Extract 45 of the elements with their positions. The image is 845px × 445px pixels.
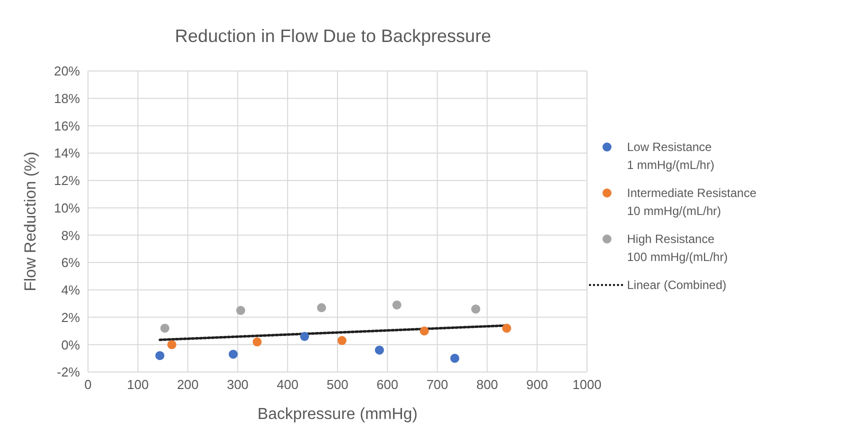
point — [471, 304, 480, 314]
y-tick-label: 4% — [61, 282, 80, 298]
legend-label: Linear (Combined) — [627, 276, 726, 294]
x-tick-label: 300 — [226, 377, 249, 392]
x-tick-label: 500 — [326, 377, 348, 392]
y-tick-label: 2% — [61, 310, 80, 325]
point — [317, 303, 326, 312]
y-tick-label: 16% — [54, 118, 80, 134]
point — [374, 346, 384, 355]
point — [160, 324, 170, 333]
point — [337, 336, 347, 346]
point — [155, 351, 164, 360]
x-tick-label: 700 — [426, 377, 448, 392]
y-tick-label: 18% — [54, 90, 80, 106]
x-tick-label: 100 — [127, 377, 149, 392]
y-tick-label: 12% — [54, 173, 80, 188]
x-tick-label: 1000 — [572, 377, 602, 392]
y-tick-label: 20% — [54, 64, 80, 79]
point — [252, 337, 262, 346]
x-tick-label: 0 — [84, 377, 92, 392]
point — [392, 300, 402, 310]
legend-label: Intermediate Resistance 10 mmHg/(mL/hr) — [627, 184, 756, 220]
x-tick-label: 800 — [476, 377, 498, 392]
x-tick-label: 400 — [276, 377, 298, 392]
point — [236, 306, 246, 315]
x-axis-title: Backpressure (mmHg) — [257, 406, 418, 423]
y-axis-title: Flow Reduction (%) — [22, 152, 40, 292]
x-tick-label: 900 — [526, 377, 548, 392]
y-tick-label: 0% — [61, 337, 80, 352]
point — [228, 350, 238, 359]
y-tick-label: 6% — [61, 255, 80, 270]
chart-title: Reduction in Flow Due to Backpressure — [174, 26, 492, 47]
point — [167, 340, 176, 350]
point — [502, 324, 512, 333]
x-tick-label: 200 — [176, 377, 199, 392]
y-tick-label: 14% — [54, 146, 80, 161]
point — [420, 326, 429, 336]
y-tick-label: -2% — [56, 364, 80, 380]
y-tick-label: 10% — [54, 200, 80, 216]
point — [300, 332, 310, 341]
x-tick-label: 600 — [376, 377, 398, 392]
y-tick-label: 8% — [61, 228, 80, 243]
point — [450, 354, 460, 363]
legend-label: High Resistance 100 mmHg/(mL/hr) — [627, 230, 728, 266]
legend-label: Low Resistance 1 mmHg/(mL/hr) — [627, 138, 714, 174]
